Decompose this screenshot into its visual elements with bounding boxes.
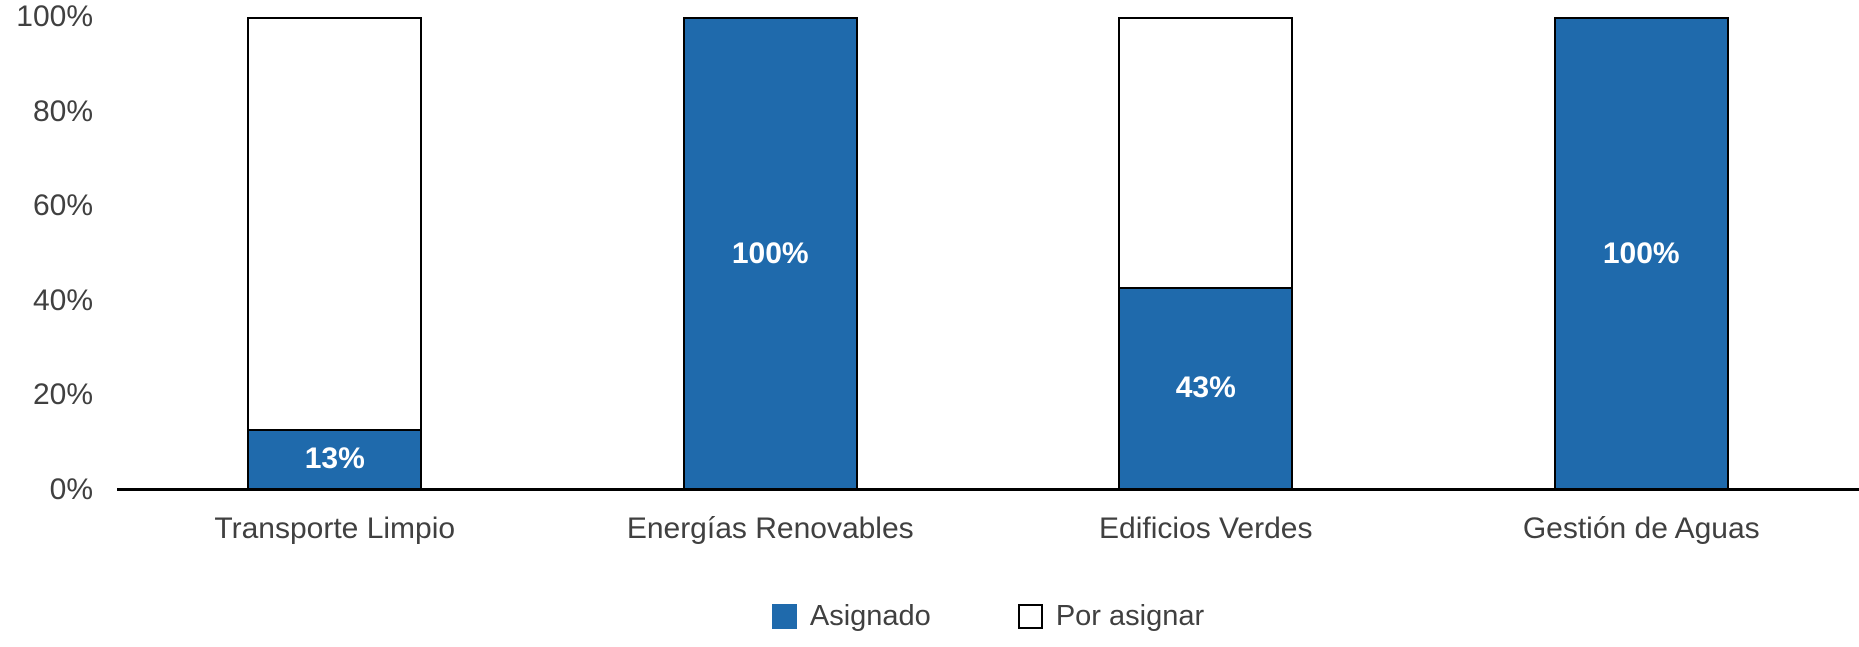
legend-swatch-icon bbox=[771, 604, 797, 629]
bar-edificios-verdes: 43% bbox=[1118, 17, 1294, 490]
bar-value-label: 100% bbox=[731, 236, 809, 270]
y-tick-label: 100% bbox=[16, 0, 93, 33]
bar-value-label: 100% bbox=[1602, 236, 1680, 270]
bar-segment-asignado: 100% bbox=[682, 17, 858, 490]
bar-segment-por-asignar bbox=[1118, 17, 1294, 287]
legend-label: Asignado bbox=[809, 600, 931, 632]
y-axis-labels: 0% 20% 40% 60% 80% 100% bbox=[0, 0, 93, 506]
bar-band: 43% bbox=[988, 17, 1424, 490]
y-tick-label: 0% bbox=[49, 473, 93, 506]
category-labels: Transporte Limpio Energías Renovables Edif… bbox=[117, 512, 1859, 546]
bar-value-label: 13% bbox=[304, 442, 365, 476]
legend-label: Por asignar bbox=[1055, 600, 1205, 632]
y-tick-label: 60% bbox=[32, 189, 93, 223]
bar-segment-asignado: 43% bbox=[1118, 286, 1294, 490]
legend-item-asignado: Asignado bbox=[771, 600, 931, 633]
y-tick-label: 80% bbox=[32, 94, 93, 128]
bar-segment-asignado: 13% bbox=[247, 428, 423, 490]
y-tick-label: 40% bbox=[32, 283, 93, 317]
legend: Asignado Por asignar bbox=[117, 600, 1859, 633]
y-tick-label: 20% bbox=[32, 378, 93, 412]
category-label: Energías Renovables bbox=[626, 512, 914, 545]
x-axis-line bbox=[117, 488, 1859, 491]
category-label: Gestión de Aguas bbox=[1522, 512, 1760, 545]
bar-energías-renovables: 100% bbox=[682, 17, 858, 490]
legend-item-por-asignar: Por asignar bbox=[1017, 600, 1205, 633]
bar-transporte-limpio: 13% bbox=[247, 17, 423, 490]
category-label: Edificios Verdes bbox=[1099, 512, 1313, 545]
bar-band: 13% bbox=[117, 17, 553, 490]
bar-segment-asignado: 100% bbox=[1553, 17, 1729, 490]
bar-band: 100% bbox=[553, 17, 989, 490]
bar-band: 100% bbox=[1424, 17, 1859, 490]
bar-segment-por-asignar bbox=[247, 17, 423, 429]
bar-value-label: 43% bbox=[1175, 371, 1236, 405]
legend-swatch-icon bbox=[1017, 604, 1043, 629]
category-label: Transporte Limpio bbox=[214, 512, 456, 545]
bar-gestión-de-aguas: 100% bbox=[1553, 17, 1729, 490]
plot-area: 13% 100% 43% 100% bbox=[117, 17, 1859, 490]
